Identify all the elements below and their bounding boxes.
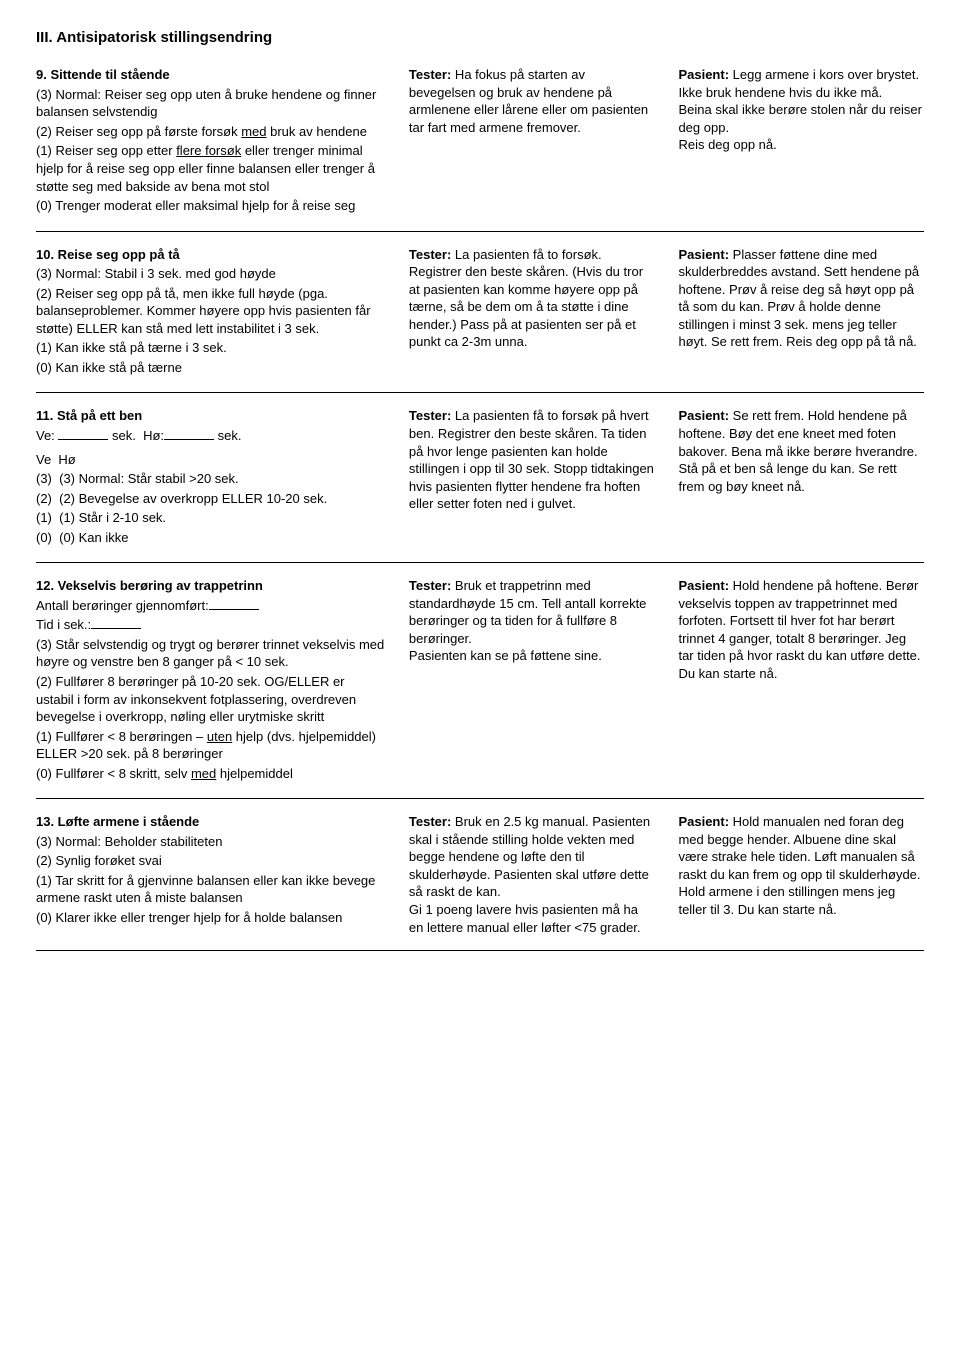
pasient-column: Pasient: Hold hendene på hoftene. Berør … [678, 577, 924, 784]
assessment-item: 9. Sittende til stående (3) Normal: Reise… [36, 66, 924, 231]
item-left-column: 10. Reise seg opp på tå(3) Normal: Stabi… [36, 246, 385, 379]
scoring-line: (1) Tar skritt for å gjenvinne balansen … [36, 872, 385, 907]
pasient-column: Pasient: Legg armene i kors over brystet… [678, 66, 924, 216]
scoring-line: (1) Reiser seg opp etter flere forsøk el… [36, 142, 385, 195]
section-title: III. Antisipatorisk stillingsendring [36, 28, 924, 48]
scoring-line: (0) Fullfører < 8 skritt, selv med hjelp… [36, 765, 385, 783]
pasient-column: Pasient: Hold manualen ned foran deg med… [678, 813, 924, 936]
assessment-item: 11. Stå på ett ben Ve: sek. Hø: sek. Ve Hø… [36, 407, 924, 563]
pasient-column: Pasient: Se rett frem. Hold hendene på h… [678, 407, 924, 548]
scoring-line: (2) (2) Bevegelse av overkropp ELLER 10-… [36, 490, 385, 508]
scoring-line: (0) Klarer ikke eller trenger hjelp for … [36, 909, 385, 927]
item-left-column: 13. Løfte armene i stående (3) Normal: Be… [36, 813, 385, 936]
scoring-line: (1) Fullfører < 8 berøringen – uten hjel… [36, 728, 385, 763]
item-left-column: 11. Stå på ett ben Ve: sek. Hø: sek. Ve Hø… [36, 407, 385, 548]
pasient-column: Pasient: Plasser føttene dine med skulde… [678, 246, 924, 379]
item-left-column: 12. Vekselvis berøring av trappetrinn Ant… [36, 577, 385, 784]
scoring-line: (1) Kan ikke stå på tærne i 3 sek. [36, 339, 385, 357]
tester-column: Tester: La pasienten få to forsøk på hve… [409, 407, 655, 548]
assessment-item: 10. Reise seg opp på tå(3) Normal: Stabi… [36, 246, 924, 394]
item-title: 11. Stå på ett ben [36, 407, 385, 425]
scoring-line: (0) (0) Kan ikke [36, 529, 385, 547]
scoring-line: (3) (3) Normal: Står stabil >20 sek. [36, 470, 385, 488]
scoring-line: (0) Kan ikke stå på tærne [36, 359, 385, 377]
item-pre-line: Ve: sek. Hø: sek. [36, 427, 385, 445]
item-title: 13. Løfte armene i stående [36, 813, 385, 831]
item-left-column: 9. Sittende til stående (3) Normal: Reise… [36, 66, 385, 216]
item-title: 9. Sittende til stående [36, 66, 385, 84]
tester-column: Tester: Bruk en 2.5 kg manual. Pasienten… [409, 813, 655, 936]
scoring-line: (2) Reiser seg opp på første forsøk med … [36, 123, 385, 141]
scoring-line: (2) Reiser seg opp på tå, men ikke full … [36, 285, 385, 338]
assessment-item: 13. Løfte armene i stående (3) Normal: Be… [36, 813, 924, 951]
scoring-line: (3) Normal: Beholder stabiliteten [36, 833, 385, 851]
tester-column: Tester: La pasienten få to forsøk. Regis… [409, 246, 655, 379]
scoring-line: (3) Normal: Reiser seg opp uten å bruke … [36, 86, 385, 121]
item-title: 10. Reise seg opp på tå [36, 246, 385, 264]
item-pre-line: Antall berøringer gjennomført: [36, 597, 385, 615]
item-pre-line: Ve Hø [36, 451, 385, 469]
scoring-line: (3) Står selvstendig og trygt og berører… [36, 636, 385, 671]
item-title: 12. Vekselvis berøring av trappetrinn [36, 577, 385, 595]
item-pre-line: Tid i sek.: [36, 616, 385, 634]
tester-column: Tester: Bruk et trappetrinn med standard… [409, 577, 655, 784]
assessment-item: 12. Vekselvis berøring av trappetrinn Ant… [36, 577, 924, 799]
scoring-line: (3) Normal: Stabil i 3 sek. med god høyd… [36, 265, 385, 283]
scoring-line: (2) Synlig forøket svai [36, 852, 385, 870]
scoring-line: (0) Trenger moderat eller maksimal hjelp… [36, 197, 385, 215]
scoring-line: (1) (1) Står i 2-10 sek. [36, 509, 385, 527]
scoring-line: (2) Fullfører 8 berøringer på 10-20 sek.… [36, 673, 385, 726]
tester-column: Tester: Ha fokus på starten av bevegelse… [409, 66, 655, 216]
